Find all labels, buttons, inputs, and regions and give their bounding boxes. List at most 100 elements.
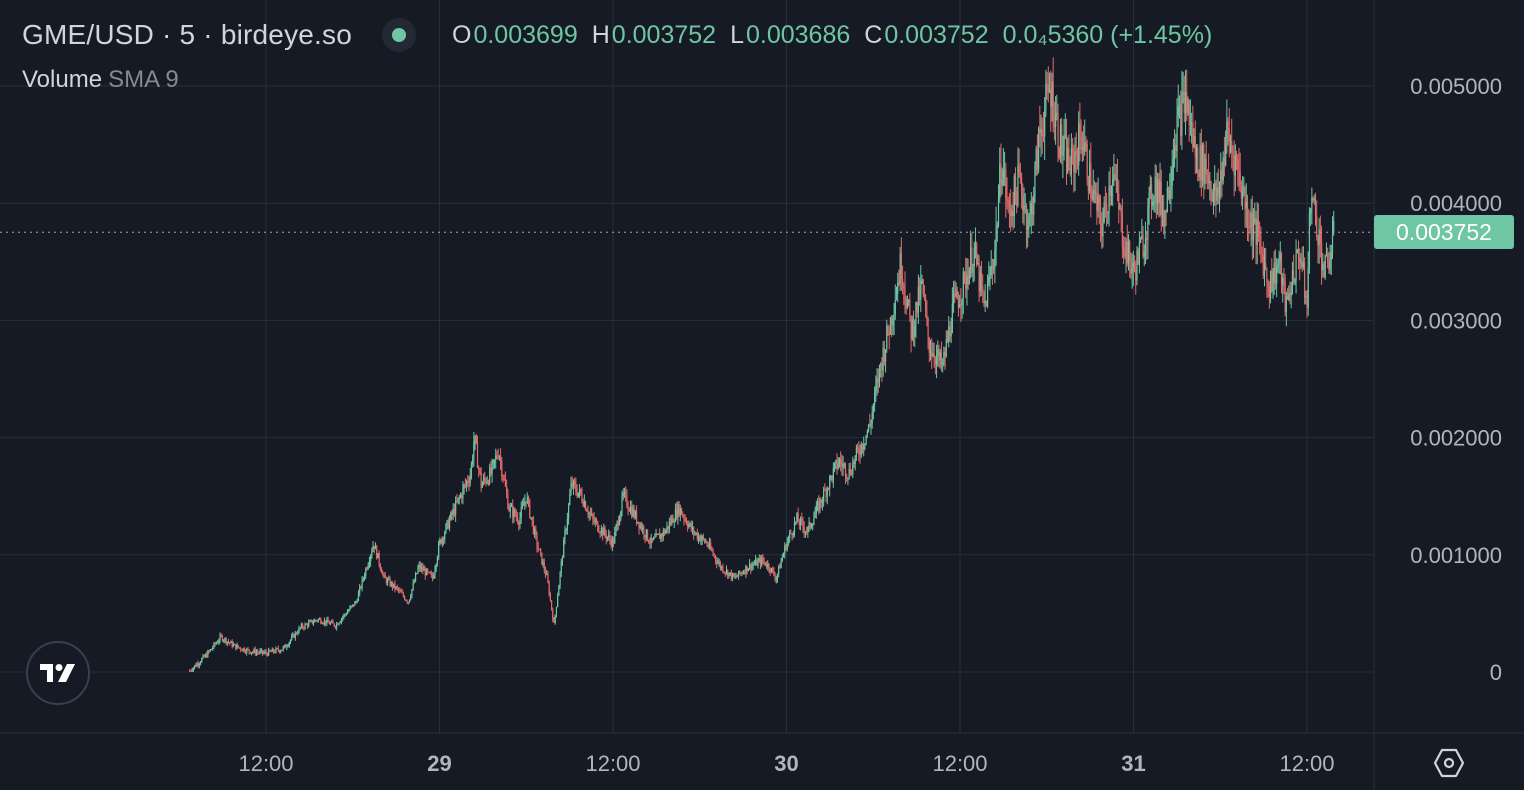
candle-body — [1123, 247, 1125, 255]
candle-body — [261, 649, 264, 654]
candle-body — [405, 599, 407, 601]
candle-body — [685, 519, 687, 524]
candle-body — [663, 530, 666, 534]
candle-body — [858, 449, 860, 455]
candle-body — [872, 404, 875, 413]
candle-body — [883, 347, 885, 362]
candle-body — [905, 299, 907, 309]
candle-body — [738, 570, 740, 577]
candle-body — [755, 559, 757, 564]
candle-body — [373, 545, 375, 550]
candle-body — [506, 486, 508, 494]
candle-body — [1095, 192, 1097, 194]
candle-body — [193, 665, 196, 668]
candle-body — [1005, 169, 1007, 199]
candle-body — [762, 557, 764, 561]
candle-body — [791, 533, 793, 536]
candle-body — [774, 575, 776, 580]
candle-body — [635, 511, 638, 523]
candle-body — [468, 482, 470, 484]
candle-body — [578, 488, 581, 493]
candle-body — [921, 279, 923, 281]
candle-body — [814, 513, 816, 518]
candle-body — [752, 564, 754, 566]
candle-body — [550, 600, 553, 610]
candle-body — [1181, 93, 1183, 137]
tradingview-logo-icon[interactable] — [26, 641, 90, 705]
candle-body — [1063, 136, 1065, 152]
candle-body — [349, 607, 351, 611]
candle-body — [899, 253, 901, 284]
candle-body — [250, 652, 253, 654]
candle-body — [463, 484, 465, 488]
candle-body — [1144, 238, 1147, 252]
candle-body — [588, 512, 590, 515]
candle-body — [1085, 142, 1087, 144]
candle-body — [481, 483, 483, 488]
candle-body — [1057, 112, 1059, 148]
candle-body — [960, 303, 962, 306]
candle-body — [1314, 198, 1317, 217]
candle-body — [353, 604, 355, 606]
candle-body — [991, 266, 994, 269]
candle-body — [1282, 277, 1284, 286]
candle-body — [776, 573, 779, 579]
volume-indicator-legend[interactable]: Volume SMA 9 — [22, 66, 179, 94]
candle-body — [973, 248, 975, 267]
candle-body — [1206, 174, 1209, 176]
candle-body — [1155, 176, 1158, 204]
candle-body — [1238, 169, 1240, 172]
settings-hexagon-icon[interactable] — [1430, 744, 1468, 782]
candle-body — [1212, 190, 1215, 202]
candle-body — [996, 225, 998, 227]
market-status-indicator[interactable] — [382, 18, 416, 52]
candle-body — [442, 537, 445, 540]
candle-body — [265, 651, 267, 654]
candle-body — [729, 572, 731, 574]
candle-body — [1074, 150, 1076, 172]
candle-body — [372, 545, 374, 552]
candle-body — [1324, 255, 1326, 278]
candle-body — [399, 590, 401, 592]
candle-body — [1075, 150, 1077, 155]
candle-body — [1120, 208, 1122, 215]
candle-body — [599, 532, 601, 534]
candle-body — [701, 536, 703, 540]
candle-body — [197, 663, 199, 666]
candle-body — [478, 468, 480, 470]
status-dot-icon — [392, 28, 406, 42]
high-label: H — [591, 20, 610, 49]
candle-body — [1278, 260, 1280, 264]
candle-body — [1048, 89, 1051, 93]
candle-body — [965, 272, 967, 289]
candle-body — [769, 569, 771, 573]
candle-body — [673, 521, 675, 523]
candle-body — [878, 364, 881, 383]
candle-body — [1209, 181, 1211, 184]
candle-body — [260, 649, 262, 651]
candle-body — [213, 643, 215, 648]
candle-body — [1008, 200, 1011, 209]
candle-body — [543, 562, 545, 571]
candle-body — [428, 571, 430, 573]
candle-body — [887, 325, 889, 334]
candle-body — [379, 564, 381, 570]
candle-body — [682, 514, 684, 516]
candle-body — [515, 515, 517, 518]
candle-body — [714, 555, 717, 561]
candle-body — [1188, 100, 1190, 126]
y-tick-label: 0.004000 — [1410, 191, 1502, 216]
candle-body — [431, 574, 434, 579]
symbol-title[interactable]: GME/USD · 5 · birdeye.so — [22, 19, 352, 50]
candle-body — [900, 253, 902, 279]
candle-body — [196, 663, 198, 667]
candle-body — [567, 504, 570, 519]
candle-body — [598, 530, 600, 533]
candle-body — [1147, 205, 1149, 240]
candle-body — [1294, 281, 1296, 283]
candle-body — [1333, 220, 1335, 233]
candle-body — [294, 632, 296, 638]
candle-body — [1078, 123, 1080, 166]
candle-body — [914, 325, 916, 337]
